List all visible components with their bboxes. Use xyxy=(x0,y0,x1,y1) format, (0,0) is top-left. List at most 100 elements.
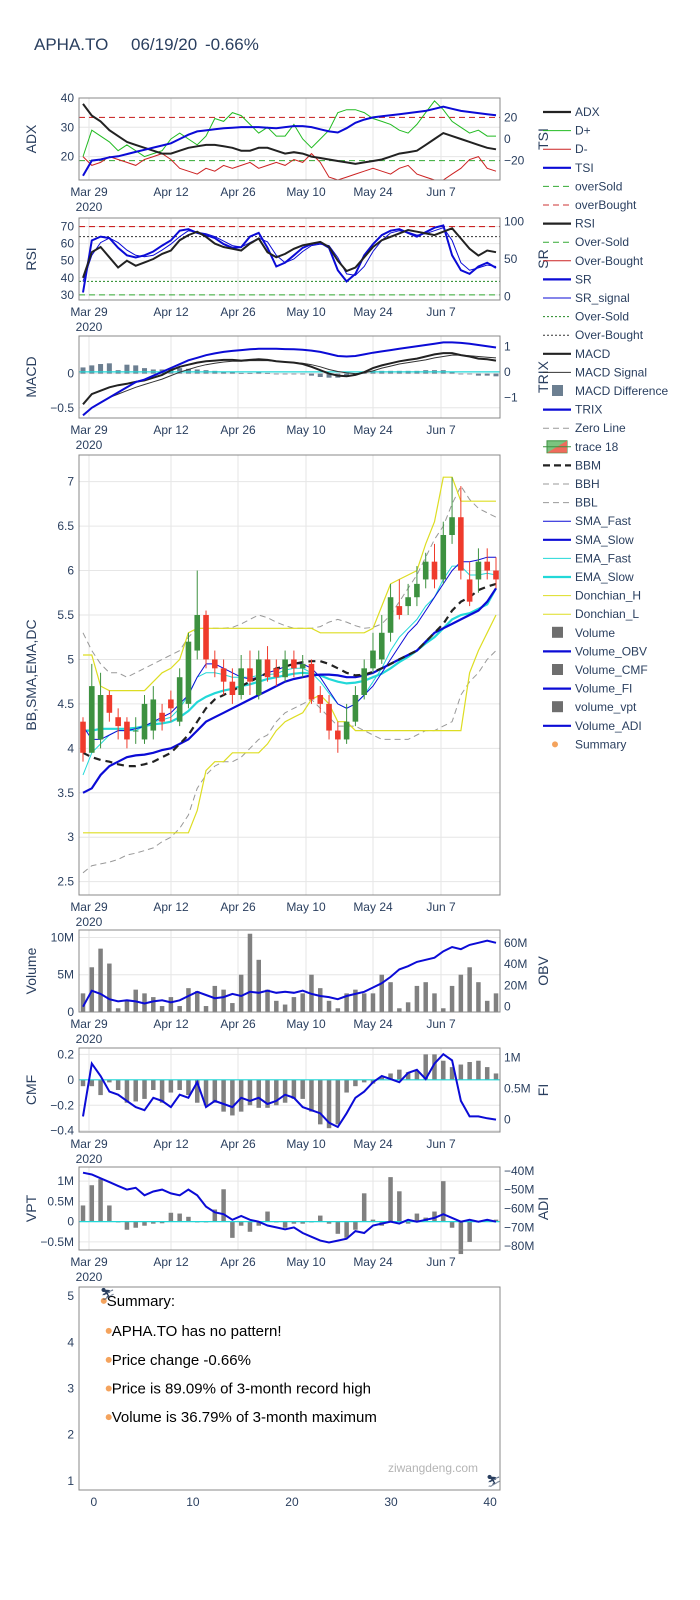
volume-bar-25 xyxy=(300,993,305,1012)
macd-panel: −0.5 0 −1 0 1 Mar 29 Apr 12 Apr 26 May 10 May 24 J… xyxy=(23,335,551,452)
cmf-xtick-3: May 10 xyxy=(286,1137,326,1151)
cmf-bar-45 xyxy=(476,1060,481,1080)
legend-item[interactable]: Summary xyxy=(552,737,626,751)
rsi-ytitle: RSI xyxy=(23,247,39,270)
legend-item[interactable]: BBL xyxy=(543,496,598,510)
legend-item[interactable]: BBM xyxy=(543,458,601,472)
vpt-bar-15 xyxy=(212,1209,218,1222)
legend-item[interactable]: Over-Bought xyxy=(543,328,644,342)
vpt-bar-24 xyxy=(291,1221,297,1224)
legend-item[interactable]: Volume_ADI xyxy=(543,719,642,733)
price-xtick-1: Apr 12 xyxy=(153,900,189,914)
volume-bar-17 xyxy=(230,1003,235,1012)
macd-diff-bar-47 xyxy=(493,373,499,377)
legend-item[interactable]: TRIX xyxy=(543,403,602,417)
watermark: ziwangdeng.com xyxy=(388,1461,478,1475)
volume-bar-23 xyxy=(282,1004,288,1012)
macd-xtick-year: 2020 xyxy=(76,438,103,452)
candle-body-26 xyxy=(308,663,315,700)
volume-bar-34 xyxy=(379,974,385,1012)
vpt-bar-37 xyxy=(405,1221,411,1224)
legend-label: ADX xyxy=(575,105,600,119)
legend-item[interactable]: D+ xyxy=(543,124,591,138)
volume-ytick-0: 0 xyxy=(67,1005,74,1019)
legend-item[interactable]: SR_signal xyxy=(543,291,630,305)
legend-item[interactable]: SR xyxy=(543,272,592,286)
candle-body-5 xyxy=(124,721,130,740)
price-ytick-6: 5.5 xyxy=(57,608,74,622)
legend-label: Over-Sold xyxy=(575,310,629,324)
cmf-bar-3 xyxy=(107,1079,112,1083)
macd-frame xyxy=(78,335,501,419)
rsi-frame xyxy=(78,217,501,301)
legend-item[interactable]: ADX xyxy=(543,105,600,119)
legend-item[interactable]: Donchian_L xyxy=(543,607,639,621)
volume-panel: 0 5M 10M 0 20M 40M 60M Mar 29 Apr 12 Apr 26 May 10… xyxy=(23,929,551,1046)
legend-item[interactable]: Donchian_H xyxy=(543,589,641,603)
legend-item[interactable]: Over-Bought xyxy=(543,254,644,268)
legend-item[interactable]: Volume_CMF xyxy=(552,663,648,677)
adx-ytick-1: 30 xyxy=(61,120,75,134)
legend-item[interactable]: trace 18 xyxy=(543,440,619,454)
legend-item[interactable]: D- xyxy=(543,142,588,156)
vpt-bar-28 xyxy=(326,1221,332,1224)
legend-item[interactable]: Volume_FI xyxy=(543,682,632,696)
legend-item[interactable]: TSI xyxy=(543,161,594,175)
macd-y2tick-1: 0 xyxy=(504,365,511,379)
candle-body-21 xyxy=(264,659,271,678)
legend-item[interactable]: BBH xyxy=(543,477,600,491)
legend-item[interactable]: overBought xyxy=(543,198,637,212)
legend-item[interactable]: overSold xyxy=(543,179,622,193)
legend-item[interactable]: SMA_Slow xyxy=(543,533,634,547)
candle-body-0 xyxy=(80,721,86,753)
macd-diff-bar-26 xyxy=(308,373,314,376)
summary-plot-area xyxy=(79,1287,500,1490)
legend-item[interactable]: RSI xyxy=(543,217,595,231)
adx-xtick-year: 2020 xyxy=(76,200,103,214)
cmf-bar-27 xyxy=(318,1079,323,1125)
legend-item[interactable]: Volume xyxy=(552,626,615,640)
legend-label: Over-Bought xyxy=(575,328,644,342)
legend-item[interactable]: SMA_Fast xyxy=(543,514,632,528)
cmf-xtick-4: May 24 xyxy=(353,1137,393,1151)
cmf-bar-6 xyxy=(133,1079,138,1102)
legend-item[interactable]: Over-Sold xyxy=(543,310,629,324)
macd-ytick-1: 0 xyxy=(67,367,74,381)
summary-ytick-4: 5 xyxy=(67,1289,74,1303)
vpt-bar-7 xyxy=(142,1221,147,1226)
candle-body-3 xyxy=(106,695,113,713)
cmf-bar-4 xyxy=(115,1079,121,1090)
volume-ytick-1: 5M xyxy=(57,968,74,982)
price-ytick-5: 5 xyxy=(67,652,74,666)
volume-bar-37 xyxy=(405,1002,411,1012)
cmf-bar-18 xyxy=(238,1079,244,1112)
candle-body-17 xyxy=(229,681,236,695)
legend-item[interactable]: Over-Sold xyxy=(543,235,629,249)
legend-item[interactable]: EMA_Slow xyxy=(543,570,634,584)
summary-point-4 xyxy=(105,1414,112,1421)
candle-body-18 xyxy=(238,668,244,695)
legend-label: Zero Line xyxy=(575,421,626,435)
legend-item[interactable]: MACD Difference xyxy=(552,384,668,398)
legend-item[interactable]: volume_vpt xyxy=(552,700,637,714)
cmf-bar-24 xyxy=(291,1079,297,1099)
legend-item[interactable]: Zero Line xyxy=(543,421,626,435)
vpt-bar-3 xyxy=(107,1205,112,1222)
legend-item[interactable]: MACD xyxy=(543,347,611,361)
legend-item[interactable]: MACD Signal xyxy=(543,365,647,379)
summary-line-2: Price change -0.66% xyxy=(112,1352,251,1369)
date-title: 06/19/20 xyxy=(131,35,197,54)
vpt-bar-11 xyxy=(177,1213,182,1222)
legend-label: TRIX xyxy=(575,403,602,417)
legend-item[interactable]: EMA_Fast xyxy=(543,551,632,565)
volume-y2tick-2: 40M xyxy=(504,957,527,971)
legend-item[interactable]: Volume_OBV xyxy=(543,644,647,658)
volume-bar-39 xyxy=(423,982,428,1012)
candle-body-19 xyxy=(247,668,253,682)
candle-body-16 xyxy=(220,668,227,682)
volume-xtick-2: Apr 26 xyxy=(220,1017,256,1031)
legend-label: Donchian_L xyxy=(575,607,639,621)
price-xtick-0: Mar 29 xyxy=(70,900,108,914)
legend-label: Volume_CMF xyxy=(575,663,648,677)
price-frame xyxy=(78,454,501,896)
